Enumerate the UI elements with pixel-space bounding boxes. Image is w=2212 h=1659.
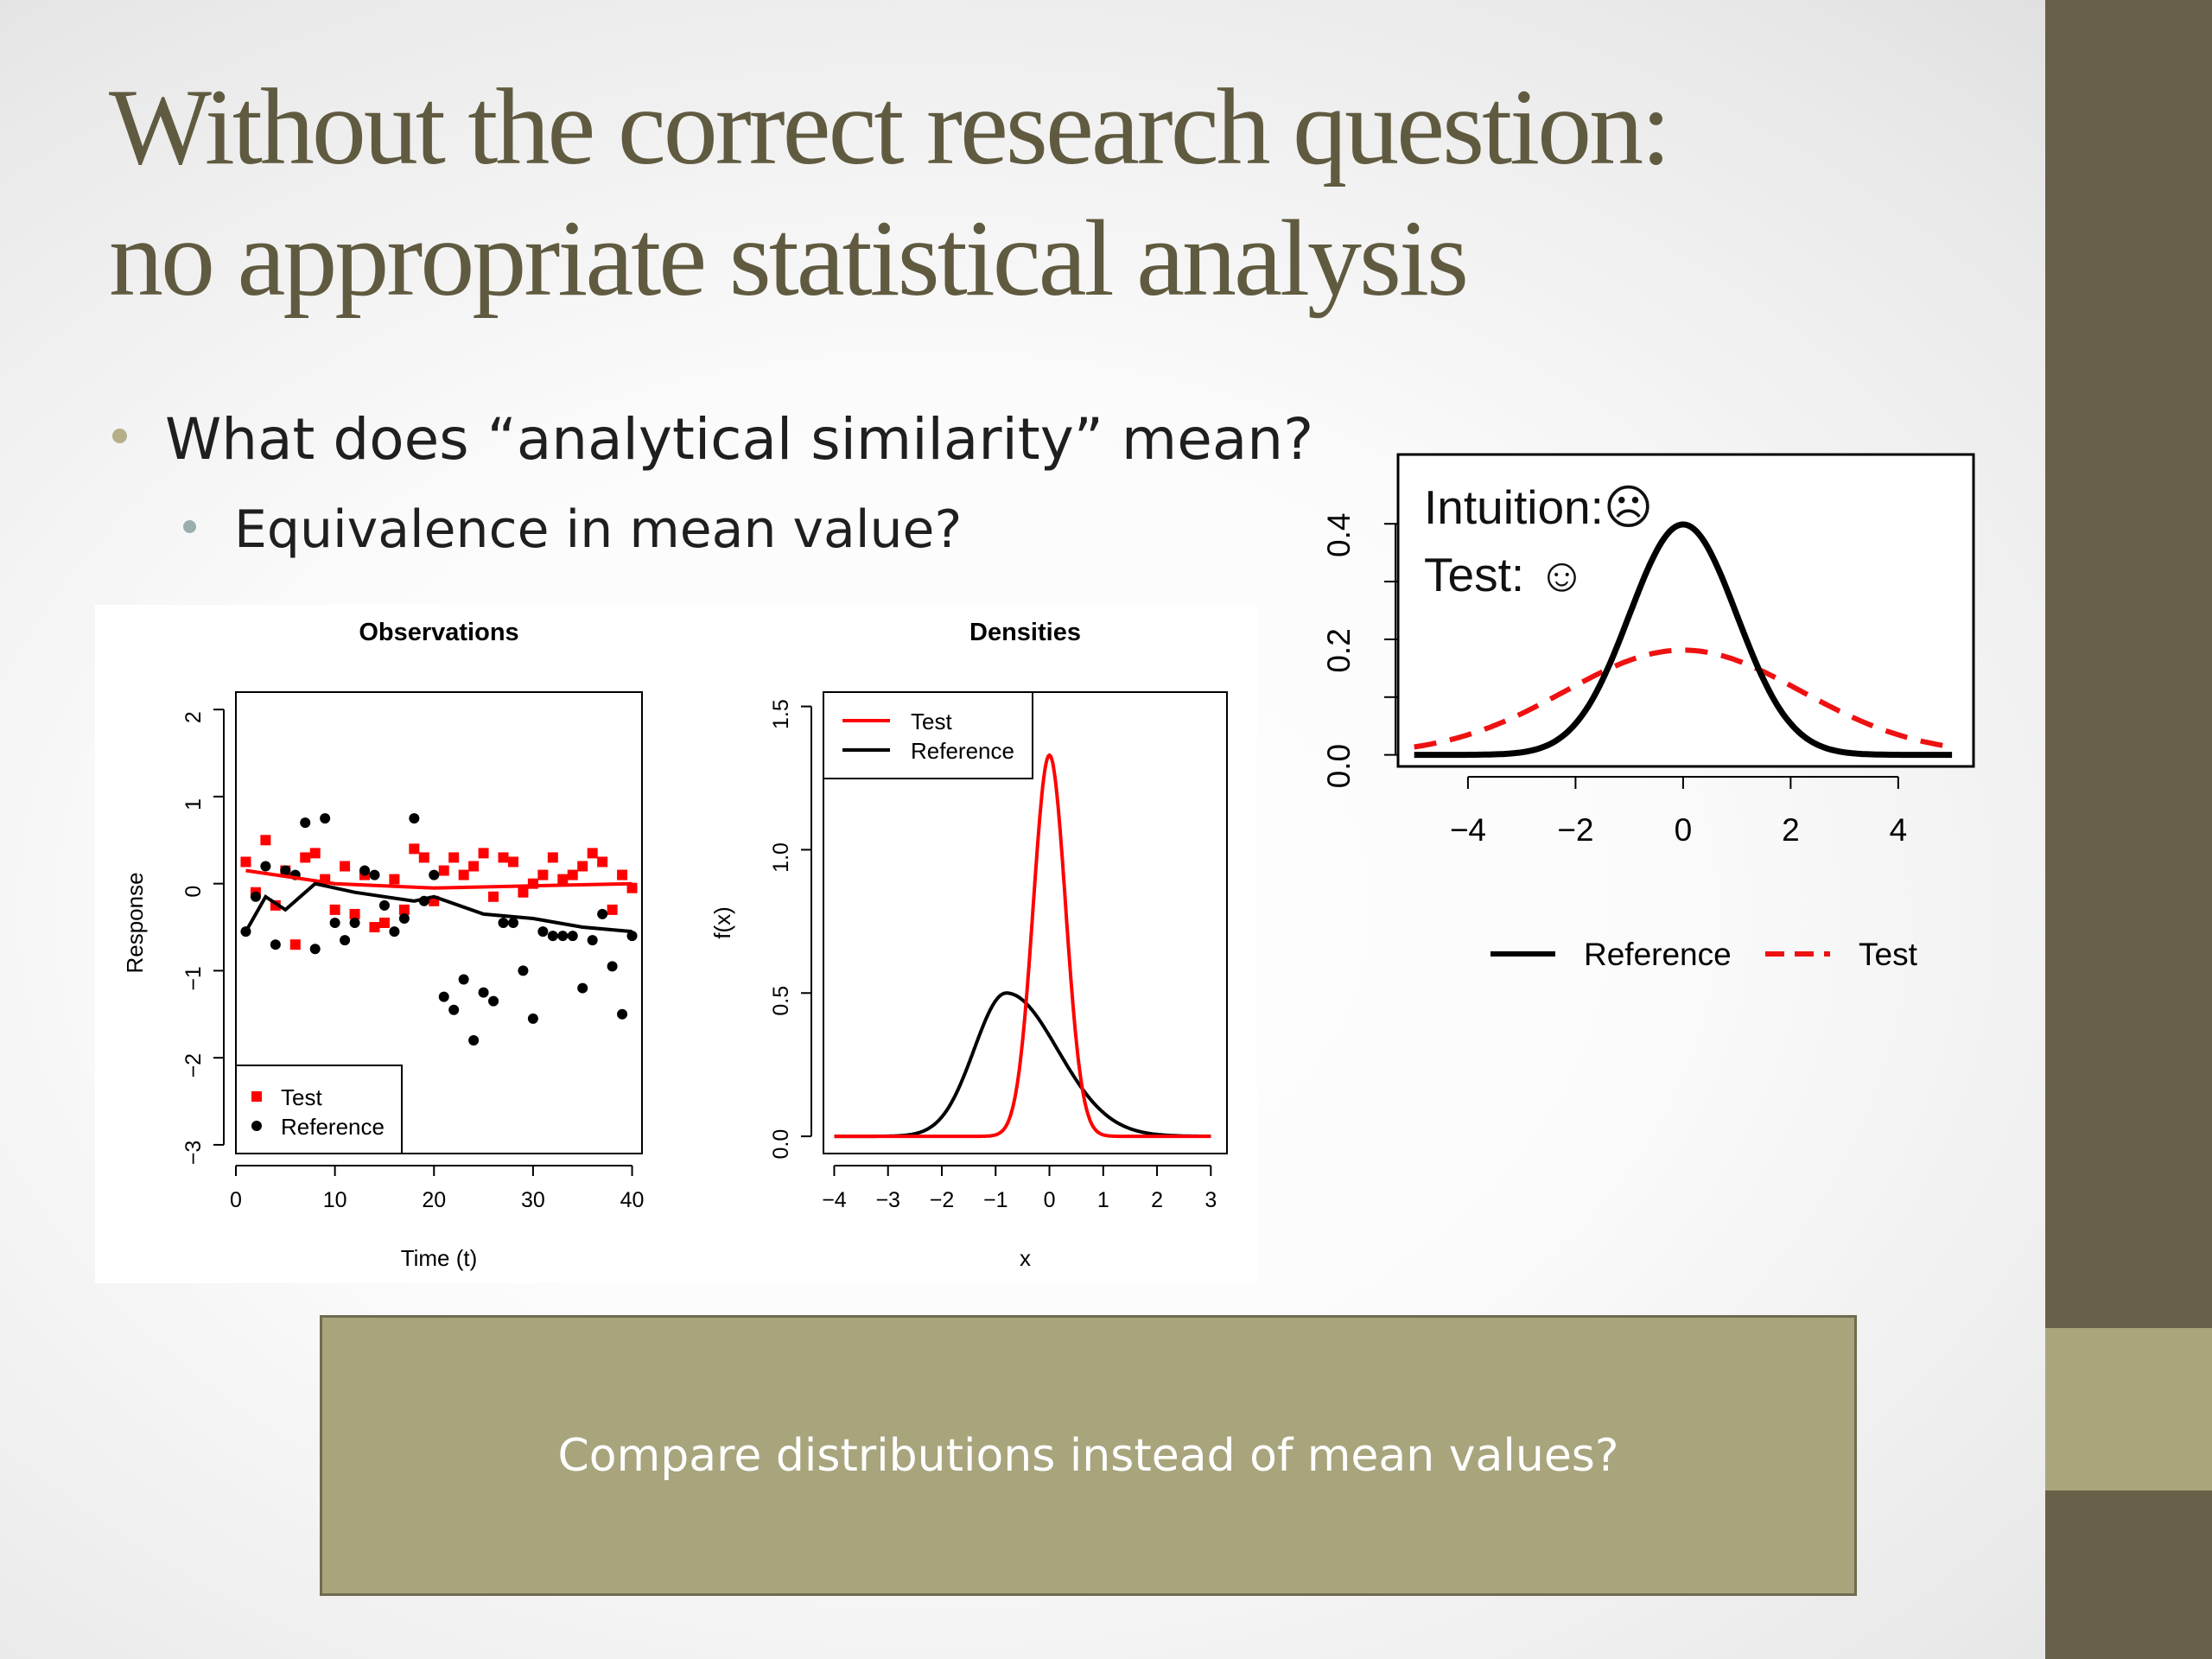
slide-title: Without the correct research question: n… <box>109 62 2010 325</box>
sidebar-accent-decoration <box>2045 1328 2212 1491</box>
y-tick-label: 0.2 <box>1321 628 1357 672</box>
plot-frame <box>1396 453 1975 768</box>
x-tick-label: 2 <box>1782 812 1800 848</box>
title-line-1: Without the correct research question: <box>109 67 1671 188</box>
callout-box: Compare distributions instead of mean va… <box>320 1315 1857 1596</box>
x-tick-label: −2 <box>1557 812 1593 848</box>
x-tick-label: 4 <box>1890 812 1908 848</box>
x-tick-label: −4 <box>1450 812 1486 848</box>
reference-density-line <box>1414 521 1953 759</box>
bullet-level-1: What does “analytical similarity” mean? <box>112 406 1313 473</box>
plots-background <box>95 605 1257 1283</box>
callout-text: Compare distributions instead of mean va… <box>557 1429 1619 1482</box>
bullet-dot-icon <box>112 429 127 443</box>
test-density-dashed-line <box>1414 647 1953 750</box>
bullet-text: What does “analytical similarity” mean? <box>165 406 1314 473</box>
y-tick-label: 0.4 <box>1321 513 1357 557</box>
legend-test-label: Test <box>1859 937 1918 972</box>
bullet-level-2: Equivalence in mean value? <box>183 499 962 560</box>
x-tick-label: 0 <box>1675 812 1693 848</box>
title-line-2: no appropriate statistical analysis <box>109 199 1469 319</box>
legend-reference-label: Reference <box>1584 937 1732 972</box>
sub-bullet-text: Equivalence in mean value? <box>234 499 963 560</box>
intuition-annotation: Intuition:☹ <box>1424 480 1653 534</box>
test-annotation: Test: ☺ <box>1424 548 1586 601</box>
y-tick-label: 0.0 <box>1321 744 1357 788</box>
sub-bullet-dot-icon <box>183 520 196 533</box>
